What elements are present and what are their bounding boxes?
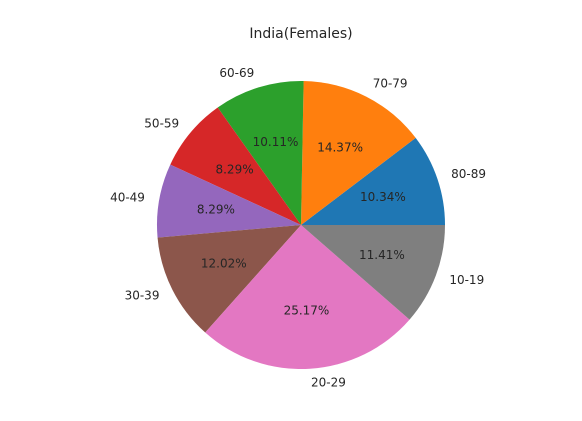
pie-category-label: 50-59	[144, 116, 179, 130]
chart-title: India(Females)	[249, 26, 352, 42]
pie-labels: 10.34% 80-89 14.37% 70-79 10.11% 60-69 8.29% 50…	[110, 66, 486, 389]
pie-category-label: 30-39	[125, 289, 160, 303]
pie-slice-70-79	[301, 81, 416, 226]
pie-slices	[157, 81, 446, 369]
pie-category-label: 40-49	[110, 190, 145, 204]
pie-pct-label: 14.37%	[317, 140, 363, 154]
pie-category-label: 80-89	[451, 167, 486, 181]
pie-slice-20-29	[205, 225, 410, 369]
pie-pct-label: 10.11%	[253, 135, 299, 149]
pie-pct-label: 8.29%	[197, 203, 235, 217]
pie-category-label: 70-79	[373, 76, 408, 90]
pie-pct-label: 11.41%	[359, 248, 405, 262]
pie-slice-30-39	[157, 225, 301, 333]
pie-slice-10-19	[301, 225, 446, 320]
pie-slice-40-49	[157, 164, 301, 238]
pie-category-label: 20-29	[311, 376, 346, 390]
pie-slice-80-89	[301, 137, 445, 225]
pie-pct-label: 12.02%	[201, 256, 247, 270]
pie-slice-50-59	[170, 107, 301, 225]
pie-pct-label: 10.34%	[360, 190, 406, 204]
pie-pct-label: 25.17%	[284, 304, 330, 318]
pie-slice-60-69	[217, 81, 304, 225]
pie-category-label: 60-69	[219, 66, 254, 80]
pie-pct-label: 8.29%	[215, 162, 253, 176]
pie-category-label: 10-19	[449, 273, 484, 287]
